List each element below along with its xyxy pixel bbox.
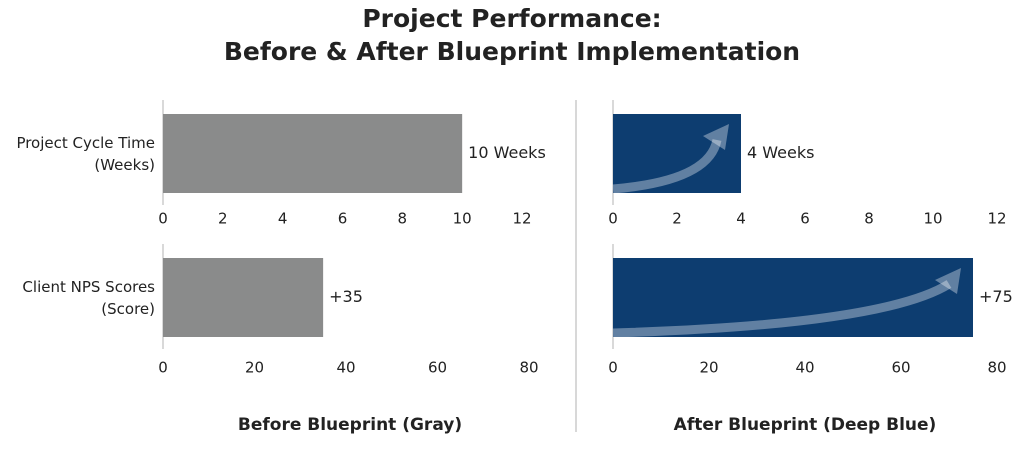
x-tick-label: 20 — [245, 359, 264, 377]
x-tick-label: 8 — [398, 210, 408, 228]
x-tick-label: 0 — [608, 210, 618, 228]
x-tick-label: 4 — [278, 210, 288, 228]
x-tick-label: 12 — [512, 210, 531, 228]
category-label: Client NPS Scores (Score) — [22, 277, 155, 318]
x-tick-label: 40 — [795, 359, 814, 377]
category-label: Project Cycle Time (Weeks) — [16, 133, 155, 174]
column-caption: Before Blueprint (Gray) — [238, 415, 462, 435]
x-tick-label: 8 — [864, 210, 874, 228]
x-tick-label: 60 — [891, 359, 910, 377]
column-caption: After Blueprint (Deep Blue) — [674, 415, 937, 435]
x-tick-label: 0 — [158, 359, 168, 377]
x-tick-label: 2 — [218, 210, 228, 228]
title-line: Project Performance: — [362, 4, 661, 33]
value-label: 4 Weeks — [747, 143, 814, 162]
arrow-decoration — [612, 280, 952, 338]
x-tick-label: 10 — [923, 210, 942, 228]
x-tick-label: 6 — [338, 210, 348, 228]
bar — [613, 258, 973, 337]
x-tick-label: 80 — [519, 359, 538, 377]
arrow-decoration — [612, 138, 722, 194]
x-tick-label: 20 — [699, 359, 718, 377]
value-label: 10 Weeks — [468, 143, 546, 162]
title-line: Before & After Blueprint Implementation — [224, 37, 800, 66]
arrow-head — [935, 268, 961, 294]
x-tick-label: 10 — [453, 210, 472, 228]
x-tick-label: 80 — [987, 359, 1006, 377]
bar — [613, 114, 741, 193]
value-label: +75 — [979, 287, 1013, 306]
value-label: +35 — [329, 287, 363, 306]
x-tick-label: 12 — [987, 210, 1006, 228]
x-tick-label: 60 — [428, 359, 447, 377]
x-tick-label: 6 — [800, 210, 810, 228]
x-tick-label: 4 — [736, 210, 746, 228]
x-tick-label: 2 — [672, 210, 682, 228]
x-tick-label: 0 — [158, 210, 168, 228]
bar — [163, 114, 463, 193]
x-tick-label: 0 — [608, 359, 618, 377]
arrow-head — [703, 124, 729, 150]
x-tick-label: 40 — [336, 359, 355, 377]
bar — [163, 258, 324, 337]
